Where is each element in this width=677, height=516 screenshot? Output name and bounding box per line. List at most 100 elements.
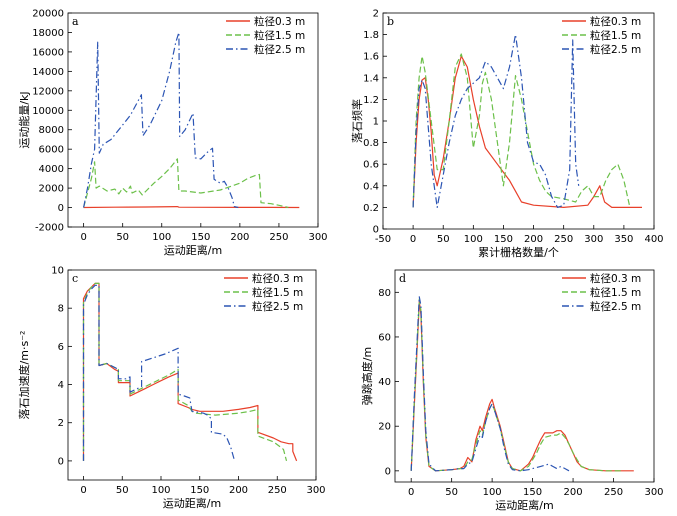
x-tick-label: 200 bbox=[564, 487, 583, 498]
x-tick-label: 250 bbox=[604, 487, 623, 498]
legend-label-3: 粒径2.5 m bbox=[590, 43, 641, 56]
y-axis-title: 落石频率 bbox=[350, 99, 364, 143]
x-tick-label: 100 bbox=[483, 487, 502, 498]
y-tick-label: 4 bbox=[58, 380, 64, 391]
y-tick-label: 2000 bbox=[39, 184, 64, 195]
y-tick-label: 60 bbox=[378, 332, 391, 343]
legend-label-3: 粒径2.5 m bbox=[590, 300, 641, 313]
legend-label-1: 粒径0.3 m bbox=[252, 272, 303, 285]
x-tick-label: 150 bbox=[494, 234, 513, 245]
y-tick-label: 2 bbox=[373, 9, 379, 20]
x-tick-label: 100 bbox=[151, 485, 170, 496]
x-tick-label: 400 bbox=[644, 234, 663, 245]
series-line-2 bbox=[412, 53, 631, 208]
y-tick-label: 20 bbox=[378, 422, 391, 433]
y-tick-label: 4000 bbox=[39, 164, 64, 175]
x-tick-label: 100 bbox=[464, 234, 483, 245]
x-tick-label: 50 bbox=[445, 487, 458, 498]
y-tick-label: 1.2 bbox=[363, 95, 379, 106]
y-tick-label: 0.6 bbox=[363, 160, 379, 171]
x-tick-label: 50 bbox=[437, 234, 450, 245]
x-axis-title: 运动距离/m bbox=[164, 243, 222, 257]
y-tick-label: 80 bbox=[378, 288, 391, 299]
x-tick-label: 150 bbox=[190, 485, 209, 496]
x-tick-label: 0 bbox=[80, 485, 86, 496]
series-line-1 bbox=[83, 206, 300, 209]
y-tick-label: 10 bbox=[51, 266, 64, 277]
y-tick-label: 1.6 bbox=[363, 52, 379, 63]
y-tick-label: -2000 bbox=[35, 223, 64, 234]
series-line-1 bbox=[412, 55, 642, 208]
series-line-1 bbox=[410, 300, 634, 472]
y-tick-label: 12000 bbox=[32, 86, 64, 97]
plot-frame bbox=[67, 12, 319, 228]
y-tick-label: 6 bbox=[58, 342, 64, 353]
x-tick-label: 300 bbox=[308, 232, 327, 243]
y-tick-label: 1 bbox=[373, 117, 379, 128]
x-tick-label: 150 bbox=[523, 487, 542, 498]
legend-label-2: 粒径1.5 m bbox=[590, 286, 641, 299]
y-tick-label: 8000 bbox=[39, 125, 64, 136]
x-tick-label: 200 bbox=[524, 234, 543, 245]
x-tick-label: 200 bbox=[230, 232, 249, 243]
x-tick-label: 50 bbox=[116, 232, 129, 243]
panel-label: b bbox=[387, 15, 394, 28]
y-tick-label: 0 bbox=[58, 203, 64, 214]
x-tick-label: 250 bbox=[269, 232, 288, 243]
y-axis-title: 落石加速度/m·s⁻² bbox=[17, 331, 31, 420]
x-tick-label: 50 bbox=[116, 485, 129, 496]
x-tick-label: 300 bbox=[306, 485, 325, 496]
x-tick-label: 350 bbox=[614, 234, 633, 245]
legend-label-1: 粒径0.3 m bbox=[590, 272, 641, 285]
series-line-3 bbox=[412, 33, 580, 208]
y-tick-label: 0 bbox=[373, 225, 379, 236]
chart-panel-c: 0 50 100 150 200 250 300 0 2 4 6 8 10 c 运动距离/m 落石加速度/m·… bbox=[17, 266, 326, 511]
y-tick-label: 18000 bbox=[32, 28, 64, 39]
plot-frame bbox=[394, 269, 655, 483]
chart-panel-b: -50 0 50 100 150 200 250 300 350 40000.20.40.60.8… bbox=[350, 9, 664, 260]
panel-label: d bbox=[399, 272, 406, 285]
series-line-2 bbox=[83, 158, 289, 209]
y-tick-label: 10000 bbox=[32, 106, 64, 117]
legend-label-1: 粒径0.3 m bbox=[590, 15, 641, 28]
x-axis-title: 运动距离/m bbox=[495, 498, 553, 512]
x-tick-label: 250 bbox=[554, 234, 573, 245]
y-tick-label: 2 bbox=[58, 418, 64, 429]
y-tick-label: 1.8 bbox=[363, 30, 379, 41]
legend-label-3: 粒径2.5 m bbox=[254, 43, 305, 56]
x-tick-label: 0 bbox=[408, 487, 414, 498]
y-tick-label: 6000 bbox=[39, 145, 64, 156]
legend-label-2: 粒径1.5 m bbox=[590, 29, 641, 42]
x-tick-label: 150 bbox=[191, 232, 210, 243]
panel-label: a bbox=[72, 15, 79, 28]
x-tick-label: 250 bbox=[268, 485, 287, 496]
legend-label-2: 粒径1.5 m bbox=[252, 286, 303, 299]
y-tick-label: 16000 bbox=[32, 47, 64, 58]
legend-label-3: 粒径2.5 m bbox=[252, 300, 303, 313]
x-tick-label: 200 bbox=[229, 485, 248, 496]
y-tick-label: 0.4 bbox=[363, 181, 379, 192]
y-tick-label: 0 bbox=[385, 466, 391, 477]
y-axis-title: 弹跳高度/m bbox=[360, 347, 374, 405]
x-tick-label: 0 bbox=[80, 232, 86, 243]
series-line-3 bbox=[83, 31, 239, 209]
y-tick-label: 40 bbox=[378, 377, 391, 388]
y-tick-label: 0 bbox=[58, 456, 64, 467]
y-tick-label: 8 bbox=[58, 304, 64, 315]
series-line-3 bbox=[82, 284, 236, 462]
series-line-3 bbox=[410, 296, 570, 472]
legend-label-2: 粒径1.5 m bbox=[254, 29, 305, 42]
series-line-2 bbox=[410, 298, 624, 472]
x-tick-label: 0 bbox=[410, 234, 416, 245]
chart-panel-a: 0 50 100 150 200 250 300 -2000 0 2000 4000 6000 8000… bbox=[17, 9, 328, 258]
x-tick-label: 300 bbox=[584, 234, 603, 245]
legend-label-1: 粒径0.3 m bbox=[254, 15, 305, 28]
y-tick-label: 1.4 bbox=[363, 73, 379, 84]
plot-frame bbox=[67, 269, 317, 481]
x-tick-label: 100 bbox=[152, 232, 171, 243]
